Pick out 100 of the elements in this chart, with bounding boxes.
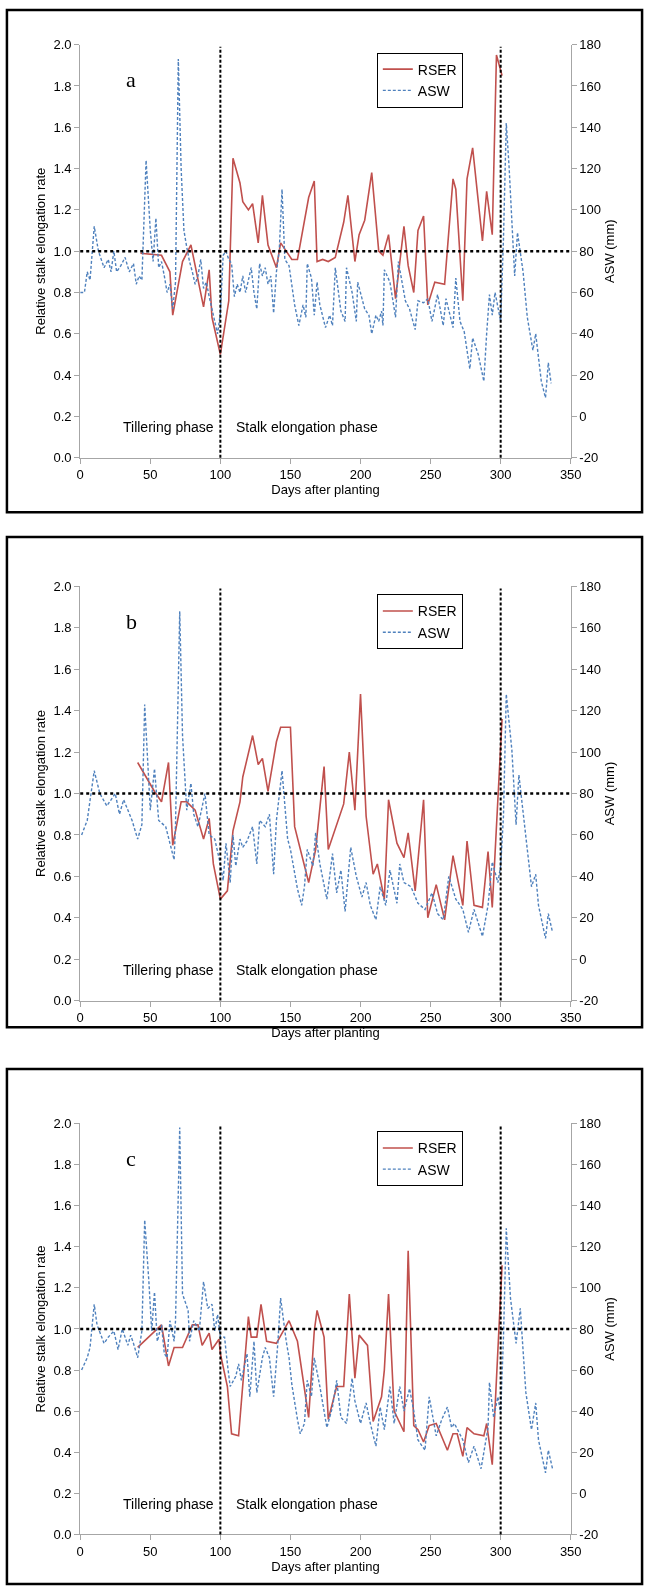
y2-tick-label: 40 — [579, 326, 594, 342]
x-tick-label: 150 — [279, 1010, 302, 1026]
annotation: Stalk elongation phase — [236, 1496, 378, 1512]
legend-label: RSER — [417, 61, 457, 78]
y-tick-label: 2.0 — [53, 37, 72, 53]
y2-tick-label: -20 — [579, 450, 599, 466]
y-tick-label: 1.8 — [53, 1157, 72, 1173]
annotation: Tillering phase — [123, 1496, 214, 1512]
y-tick-label: 1.0 — [53, 243, 72, 259]
y2-tick-label: 20 — [579, 367, 594, 383]
x-tick-label: 100 — [209, 467, 232, 483]
y-tick-label: 0.4 — [53, 910, 72, 926]
x-tick-label: 100 — [209, 1544, 232, 1560]
y2-tick-label: 20 — [579, 910, 594, 926]
legend-label: ASW — [417, 1161, 451, 1178]
y2-tick-label: 160 — [579, 78, 602, 94]
y-tick-label: 0.2 — [53, 1485, 72, 1501]
y-tick-label: 0.6 — [53, 868, 72, 884]
x-tick-label: 200 — [349, 467, 372, 483]
y2-tick-label: 120 — [579, 1239, 602, 1255]
text: b — [126, 609, 137, 634]
y-tick-label: 1.6 — [53, 119, 72, 135]
y-axis-title: Relative stalk elongation rate — [33, 1245, 49, 1413]
y-tick-label: 1.6 — [53, 661, 72, 677]
y2-tick-label: 160 — [579, 620, 602, 636]
y-tick-label: 0.8 — [53, 1362, 72, 1378]
y-tick-label: 2.0 — [53, 579, 72, 595]
y2-tick-label: 80 — [579, 786, 594, 802]
y2-tick-label: 180 — [579, 579, 602, 595]
y2-tick-label: 140 — [579, 661, 602, 677]
annotation: Tillering phase — [123, 419, 214, 435]
x-tick-label: 250 — [419, 1544, 442, 1560]
text: c — [126, 1146, 136, 1171]
x-tick-label: 150 — [279, 467, 302, 483]
x-tick-label: 300 — [489, 467, 512, 483]
y-tick-label: 1.8 — [53, 78, 72, 94]
y2-axis-title: ASW (mm) — [601, 219, 617, 283]
y2-tick-label: 160 — [579, 1157, 602, 1173]
y-tick-label: 0.4 — [53, 1444, 72, 1460]
y-tick-label: 0.6 — [53, 1403, 72, 1419]
y2-tick-label: 120 — [579, 703, 602, 719]
y2-tick-label: 0 — [579, 408, 587, 424]
legend-label: ASW — [417, 624, 451, 641]
y-tick-label: 0.0 — [53, 993, 72, 1009]
y2-tick-label: 80 — [579, 243, 594, 259]
y-tick-label: 1.2 — [53, 202, 72, 218]
x-tick-label: 200 — [349, 1544, 372, 1560]
y2-tick-label: 0 — [579, 1485, 587, 1501]
y2-tick-label: 80 — [579, 1321, 594, 1337]
line-series — [80, 58, 552, 399]
x-tick-label: 0 — [76, 1544, 84, 1560]
y-axis-title: Relative stalk elongation rate — [33, 710, 49, 877]
y-tick-label: 0.8 — [53, 827, 72, 843]
y2-tick-label: 100 — [579, 1280, 602, 1296]
y-tick-label: 1.4 — [53, 161, 72, 177]
x-tick-label: 350 — [559, 467, 582, 483]
y2-tick-label: 120 — [579, 161, 602, 177]
text: a — [126, 67, 136, 92]
y2-tick-label: 140 — [579, 119, 602, 135]
y-tick-label: 1.4 — [53, 703, 72, 719]
y2-tick-label: -20 — [579, 993, 599, 1009]
y-tick-label: 0.0 — [53, 1527, 72, 1543]
y2-tick-label: 140 — [579, 1198, 602, 1214]
legend-label: RSER — [417, 603, 457, 620]
x-tick-label: 50 — [143, 1544, 158, 1560]
x-tick-label: 100 — [209, 1010, 232, 1026]
y2-tick-label: 40 — [579, 868, 594, 884]
y2-tick-label: 100 — [579, 744, 602, 760]
y-tick-label: 2.0 — [53, 1115, 72, 1131]
y2-tick-label: -20 — [579, 1527, 599, 1543]
x-tick-label: 300 — [489, 1544, 512, 1560]
y2-tick-label: 40 — [579, 1403, 594, 1419]
y-tick-label: 1.2 — [53, 744, 72, 760]
annotation: Stalk elongation phase — [236, 419, 378, 435]
y2-tick-label: 20 — [579, 1444, 594, 1460]
legend-label: ASW — [417, 82, 451, 99]
y-tick-label: 0.6 — [53, 326, 72, 342]
x-tick-label: 0 — [76, 467, 84, 483]
annotation: Tillering phase — [123, 962, 214, 978]
y-tick-label: 0.8 — [53, 285, 72, 301]
x-tick-label: 50 — [143, 467, 158, 483]
x-tick-label: 150 — [279, 1544, 302, 1560]
x-tick-label: 300 — [489, 1010, 512, 1026]
y-tick-label: 0.4 — [53, 367, 72, 383]
y-tick-label: 1.2 — [53, 1280, 72, 1296]
y-tick-label: 1.4 — [53, 1239, 72, 1255]
x-axis-title: Days after planting — [271, 482, 380, 498]
x-tick-label: 50 — [143, 1010, 158, 1026]
x-axis-title: Days after planting — [271, 1025, 380, 1041]
y-tick-label: 0.2 — [53, 408, 72, 424]
y2-tick-label: 60 — [579, 827, 594, 843]
x-tick-label: 350 — [559, 1544, 582, 1560]
line-series — [136, 693, 503, 921]
y2-axis-title: ASW (mm) — [601, 1297, 617, 1361]
y-tick-label: 1.6 — [53, 1198, 72, 1214]
y2-tick-label: 180 — [579, 37, 602, 53]
line-series — [80, 1126, 554, 1474]
y-tick-label: 0.0 — [53, 450, 72, 466]
y2-tick-label: 180 — [579, 1115, 602, 1131]
y-tick-label: 1.0 — [53, 786, 72, 802]
